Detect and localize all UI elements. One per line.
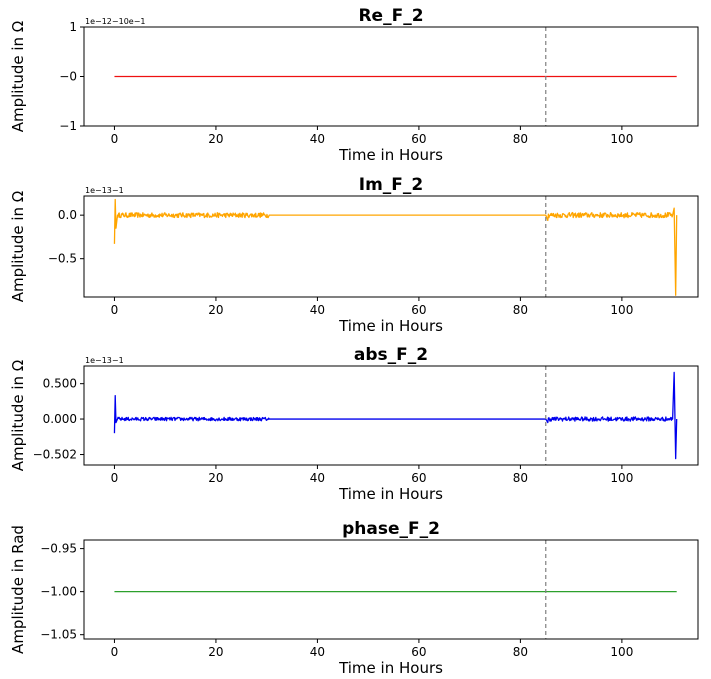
x-tick-label: 100 (610, 471, 633, 485)
y-tick-label: −1.00 (40, 585, 77, 599)
chart-panel-3: abs_F_2 0 20 40 60 80 100 0.500 0.000 −0.502 Time … (9, 345, 699, 503)
chart-title: Re_F_2 (358, 6, 423, 26)
x-tick-label: 20 (208, 132, 223, 146)
axis-offset-label: 1e−13−1 (85, 356, 124, 365)
x-tick-label: 80 (513, 471, 528, 485)
x-tick-label: 60 (411, 132, 426, 146)
y-tick-label: −0.502 (33, 448, 77, 462)
y-tick-label: −0.5 (48, 252, 77, 266)
x-tick-label: 20 (208, 471, 223, 485)
x-tick-label: 0 (111, 471, 119, 485)
data-line-1 (113, 371, 678, 460)
axes-frame (83, 539, 699, 640)
data-line-1 (113, 198, 678, 296)
x-tick-label: 100 (610, 645, 633, 659)
x-tick-label: 40 (310, 471, 325, 485)
x-tick-label: 0 (111, 645, 119, 659)
y-tick-label: 1 (69, 20, 77, 34)
x-tick-label: 20 (208, 645, 223, 659)
y-tick-label: 0.000 (43, 412, 77, 426)
x-tick-label: 0 (111, 303, 119, 317)
chart-panel-2: Im_F_2 0 20 40 60 80 100 0.0 −0.5 Time in Hours Am… (9, 175, 699, 335)
x-tick-label: 20 (208, 303, 223, 317)
chart-title: Im_F_2 (359, 175, 423, 195)
axes-frame (83, 195, 699, 298)
x-tick-label: 60 (411, 645, 426, 659)
x-tick-label: 60 (411, 471, 426, 485)
x-tick-label: 100 (610, 303, 633, 317)
x-axis-label: Time in Hours (338, 317, 443, 335)
chart-title: phase_F_2 (342, 519, 440, 539)
x-tick-label: 80 (513, 645, 528, 659)
y-tick-label: 0.500 (43, 377, 77, 391)
x-tick-label: 80 (513, 132, 528, 146)
y-tick-label: −0 (59, 70, 77, 84)
x-tick-label: 40 (310, 645, 325, 659)
y-tick-label: −0.95 (40, 542, 77, 556)
y-axis-label: Amplitude in Ω (9, 360, 27, 472)
x-tick-label: 80 (513, 303, 528, 317)
axis-offset-label: 1e−12−10e−1 (85, 17, 146, 26)
y-tick-label: −1.05 (40, 628, 77, 642)
axis-offset-label: 1e−13−1 (85, 186, 124, 195)
x-tick-label: 40 (310, 303, 325, 317)
x-axis-label: Time in Hours (338, 659, 443, 677)
x-tick-label: 60 (411, 303, 426, 317)
y-axis-label: Amplitude in Ω (9, 191, 27, 303)
y-axis-label: Amplitude in Ω (9, 21, 27, 133)
x-axis-label: Time in Hours (338, 485, 443, 503)
axes-frame (83, 365, 699, 466)
x-tick-label: 100 (610, 132, 633, 146)
chart-title: abs_F_2 (354, 345, 428, 365)
y-tick-label: 0.0 (58, 208, 77, 222)
x-axis-label: Time in Hours (338, 146, 443, 164)
chart-panel-1: Re_F_2 0 20 40 60 80 100 1 −0 −1 Time in Hours Ampl… (9, 6, 699, 164)
x-tick-label: 40 (310, 132, 325, 146)
y-tick-label: −1 (59, 119, 77, 133)
x-tick-label: 0 (111, 132, 119, 146)
y-axis-label: Amplitude in Rad (9, 525, 27, 654)
chart-panel-4: phase_F_2 0 20 40 60 80 100 −0.95 −1.00 −1.05 Time… (9, 519, 699, 677)
